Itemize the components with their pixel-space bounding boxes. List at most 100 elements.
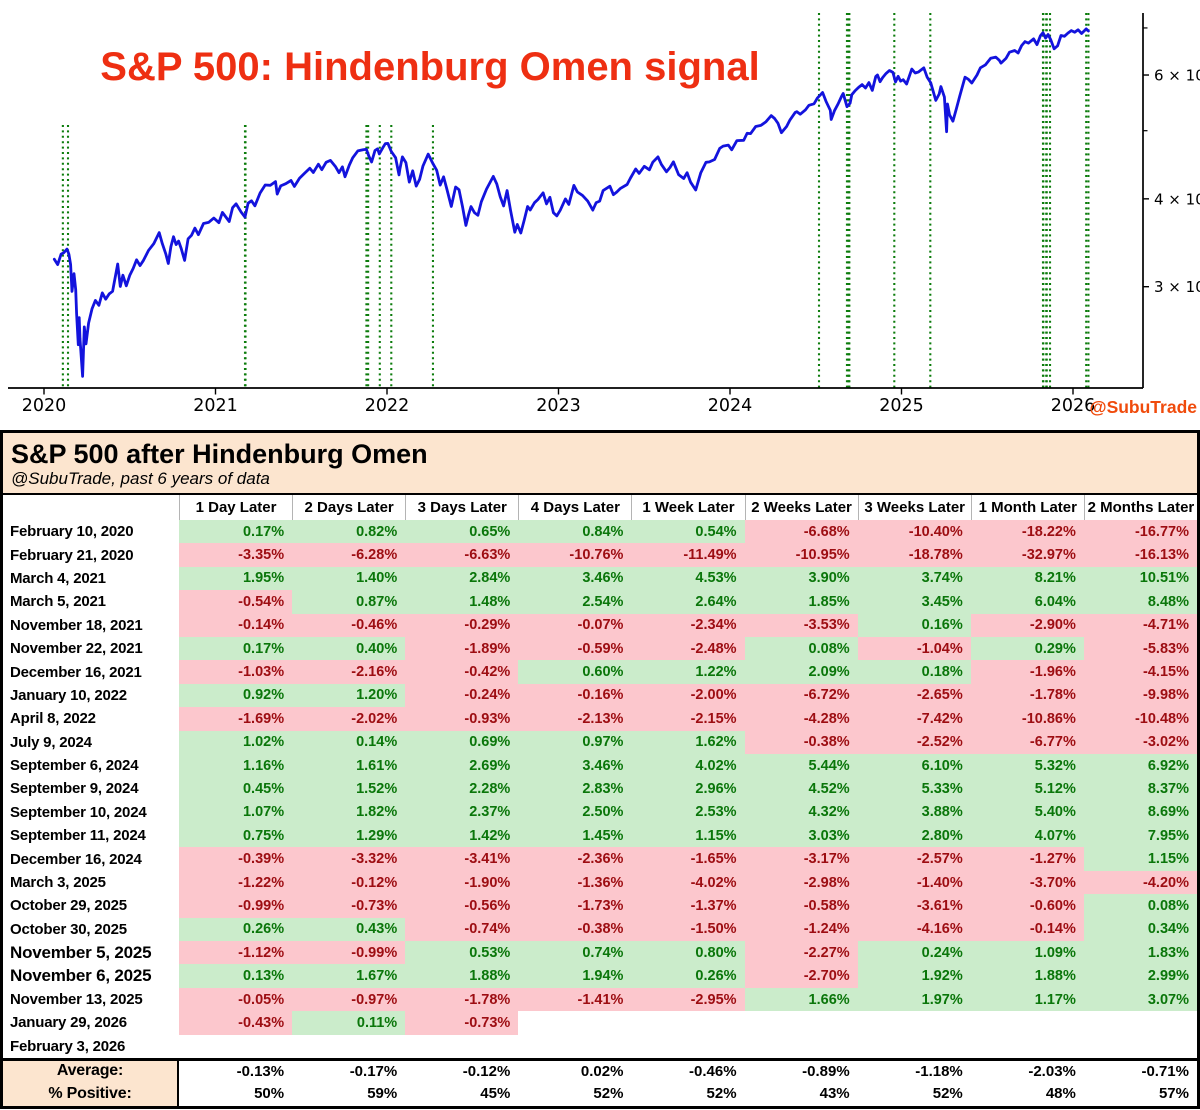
return-cell: -10.40%: [857, 520, 971, 544]
return-cell: 0.60%: [518, 660, 632, 684]
return-cell: -1.04%: [857, 636, 971, 661]
return-cell: -0.73%: [292, 894, 406, 918]
table-subtitle: @SubuTrade, past 6 years of data: [11, 469, 270, 488]
return-cell: -6.63%: [405, 543, 519, 567]
return-cell: 0.97%: [518, 730, 632, 754]
row-date: November 18, 2021: [10, 616, 143, 634]
return-cell: -1.50%: [631, 917, 745, 942]
column-header: 4 Days Later: [518, 495, 631, 520]
return-cell: [518, 1011, 631, 1034]
return-cell: 1.52%: [292, 777, 406, 801]
return-cell: 1.83%: [1083, 941, 1197, 965]
return-cell: -0.14%: [970, 917, 1084, 942]
return-cell: 2.54%: [518, 590, 632, 614]
row-date: March 4, 2021: [10, 569, 106, 587]
return-cell: -0.43%: [179, 1011, 293, 1035]
return-cell: 3.07%: [1083, 987, 1197, 1012]
row-date: November 5, 2025: [10, 942, 152, 962]
summary-cell: 45%: [480, 1085, 511, 1103]
return-cell: 8.21%: [970, 566, 1084, 591]
table-title: S&P 500 after Hindenburg Omen: [11, 439, 428, 469]
row-date: July 9, 2024: [10, 733, 92, 751]
return-cell: 1.15%: [631, 824, 745, 848]
return-cell: -0.05%: [179, 987, 293, 1012]
return-cell: 4.52%: [744, 777, 858, 801]
return-cell: -10.95%: [744, 543, 858, 567]
return-cell: -1.96%: [970, 660, 1084, 684]
returns-table: S&P 500 after Hindenburg Omen @SubuTrade…: [0, 430, 1200, 1109]
return-cell: -16.13%: [1083, 543, 1197, 567]
summary-cell: -2.03%: [1028, 1062, 1076, 1080]
return-cell: 0.14%: [292, 730, 406, 754]
return-cell: 4.07%: [970, 824, 1084, 848]
return-cell: -10.48%: [1083, 707, 1197, 731]
return-cell: 0.40%: [292, 636, 406, 661]
return-cell: -5.83%: [1083, 636, 1197, 661]
row-date: October 30, 2025: [10, 920, 127, 938]
return-cell: 1.42%: [405, 824, 519, 848]
row-date: November 13, 2025: [10, 991, 143, 1008]
return-cell: 0.43%: [292, 917, 406, 942]
return-cell: 8.69%: [1083, 800, 1197, 825]
return-cell: -0.14%: [179, 613, 293, 637]
summary-cell: 48%: [1045, 1085, 1076, 1103]
return-cell: 2.50%: [518, 800, 632, 825]
summary-cell: -0.13%: [236, 1062, 285, 1080]
row-date: February 10, 2020: [10, 523, 134, 541]
return-cell: 0.92%: [179, 683, 293, 708]
return-cell: 4.53%: [631, 566, 745, 591]
return-cell: 1.09%: [970, 941, 1084, 965]
return-cell: 1.20%: [292, 683, 406, 708]
return-cell: 1.40%: [292, 566, 406, 591]
return-cell: [518, 1035, 631, 1058]
return-cell: [971, 1011, 1084, 1034]
return-cell: [405, 1035, 518, 1058]
table-row: November 6, 2025 0.13% 1.67% 1.88% 1.94% 0.26…: [3, 964, 1197, 988]
return-cell: 1.88%: [405, 964, 519, 988]
table-row: November 13, 2025 -0.05% -0.97% -1.78% -1.41…: [3, 987, 1197, 1012]
return-cell: -1.12%: [179, 941, 293, 965]
return-cell: 0.16%: [857, 613, 971, 637]
return-cell: -0.74%: [405, 917, 519, 942]
return-cell: 3.74%: [857, 566, 971, 591]
return-cell: -0.16%: [518, 683, 632, 708]
summary-cell: 52%: [706, 1085, 737, 1103]
return-cell: -2.98%: [744, 870, 858, 895]
table-row: October 29, 2025 -0.99% -0.73% -0.56% -1.73%…: [3, 894, 1197, 918]
row-date: October 29, 2025: [10, 897, 127, 915]
column-header: 3 Weeks Later: [857, 495, 971, 520]
return-cell: [631, 1035, 744, 1058]
summary-cell: 52%: [593, 1085, 624, 1103]
chart-watermark: @SubuTrade: [1090, 397, 1198, 417]
return-cell: 4.02%: [631, 753, 745, 778]
table-title-block: S&P 500 after Hindenburg Omen @SubuTrade…: [3, 433, 1197, 495]
return-cell: -6.72%: [744, 683, 858, 708]
return-cell: 3.45%: [857, 590, 971, 614]
x-tick-label: 2026: [1051, 396, 1096, 416]
x-tick-label: 2020: [22, 396, 67, 416]
return-cell: -1.03%: [179, 660, 293, 684]
return-cell: -32.97%: [970, 543, 1084, 567]
return-cell: -16.77%: [1083, 520, 1197, 544]
return-cell: -6.77%: [970, 730, 1084, 754]
return-cell: 0.08%: [1083, 894, 1197, 918]
return-cell: -4.28%: [744, 707, 858, 731]
return-cell: -2.48%: [631, 636, 745, 661]
return-cell: -0.24%: [405, 683, 519, 708]
return-cell: 1.92%: [857, 964, 971, 988]
return-cell: 2.84%: [405, 566, 519, 591]
row-date: April 8, 2022: [10, 710, 96, 728]
return-cell: 1.95%: [179, 566, 293, 591]
table-row: January 10, 2022 0.92% 1.20% -0.24% -0.16% -2…: [3, 683, 1197, 708]
return-cell: -2.16%: [292, 660, 406, 684]
return-cell: 6.10%: [857, 753, 971, 778]
table-row: February 3, 2026: [3, 1035, 1197, 1058]
column-header: 2 Days Later: [292, 495, 405, 520]
return-cell: -2.02%: [292, 707, 406, 731]
x-tick-label: 2023: [536, 396, 581, 416]
return-cell: 0.26%: [179, 917, 293, 942]
return-cell: 0.84%: [518, 520, 632, 544]
return-cell: 2.28%: [405, 777, 519, 801]
return-cell: -2.57%: [857, 847, 971, 871]
return-cell: -0.38%: [518, 917, 632, 942]
